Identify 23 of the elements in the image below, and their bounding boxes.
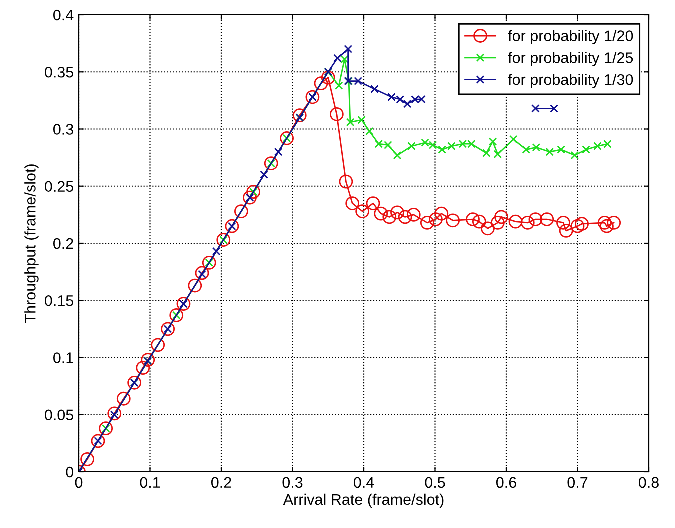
x-tick-label: 0.8 — [638, 477, 659, 488]
x-tick-label: 0.7 — [568, 477, 588, 488]
legend-label: for probability 1/25 — [508, 52, 634, 66]
x-tick-label: 0.2 — [211, 477, 232, 488]
legend-label: for probability 1/20 — [508, 30, 634, 45]
y-tick-label: 0.3 — [54, 124, 74, 135]
y-axis-title: Throughput (frame/slot) — [24, 164, 39, 323]
x-tick-label: 0.1 — [140, 477, 160, 488]
y-tick-label: 0.35 — [45, 66, 74, 78]
y-tick-label: 0.05 — [45, 410, 74, 421]
x-tick-label: 0.3 — [282, 477, 303, 488]
y-tick-label: 0.15 — [45, 295, 74, 306]
x-axis-title: Arrival Rate (frame/slot) — [283, 494, 444, 508]
y-tick-label: 0.4 — [54, 10, 74, 21]
x-tick-label: 0.6 — [496, 477, 516, 488]
x-tick-label: 0.5 — [425, 477, 446, 488]
y-tick-label: 0 — [66, 466, 74, 478]
x-tick-label: 0 — [75, 477, 83, 488]
x-tick-label: 0.4 — [354, 477, 374, 488]
y-tick-label: 0.25 — [45, 181, 74, 192]
legend-label: for probability 1/30 — [508, 74, 634, 88]
y-tick-label: 0.2 — [54, 238, 74, 250]
y-tick-label: 0.1 — [54, 352, 74, 364]
